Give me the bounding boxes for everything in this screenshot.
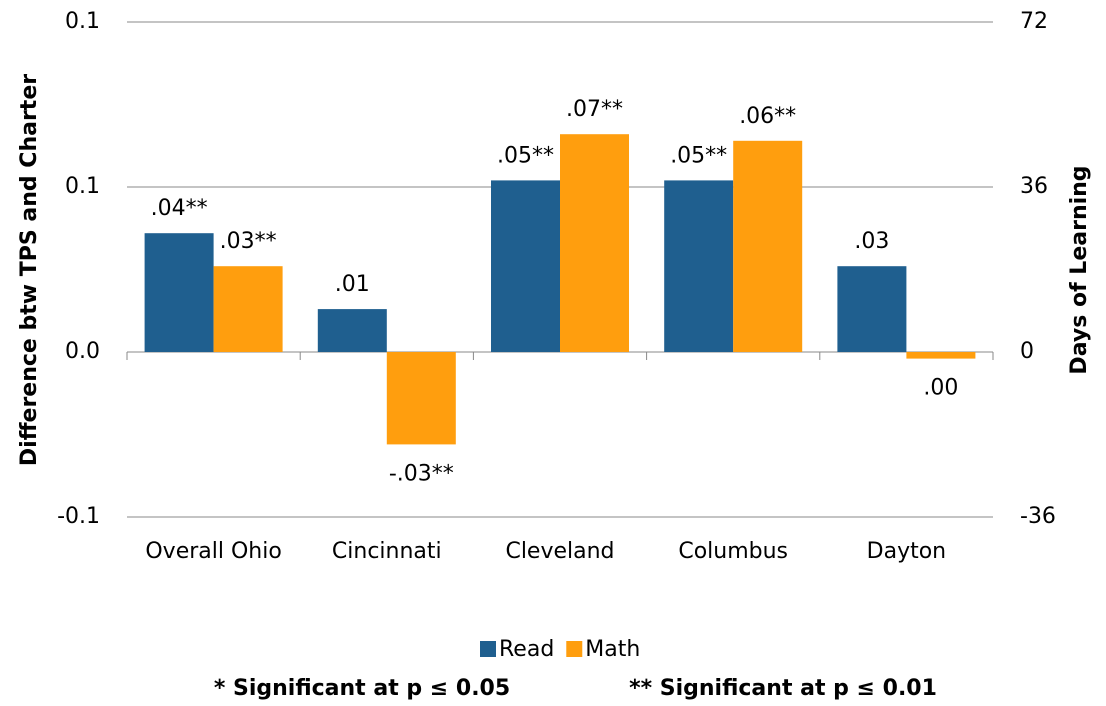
y2-tick-label: 0 [1020, 339, 1034, 364]
y-axis-title: Difference btw TPS and Charter [17, 74, 42, 466]
value-label: .07** [566, 97, 623, 122]
legend-swatch [566, 641, 583, 657]
footnote: ** Significant at p ≤ 0.01 [629, 676, 937, 701]
y-tick-label: 0.0 [65, 339, 100, 364]
bar [491, 180, 560, 352]
value-label: .04** [151, 196, 208, 221]
value-label: .06** [739, 104, 796, 129]
y-tick-label: 0.1 [65, 174, 100, 199]
value-label: .03** [220, 229, 277, 254]
footnote: * Significant at p ≤ 0.05 [214, 676, 510, 701]
y2-tick-label: -36 [1020, 504, 1056, 529]
bar [213, 266, 283, 352]
value-label: .05** [670, 143, 727, 168]
bar [144, 233, 214, 352]
bar [906, 352, 976, 359]
legend-swatch [480, 641, 496, 657]
y-tick-label: -0.1 [57, 504, 100, 529]
value-label: .05** [497, 143, 554, 168]
value-label: .00 [923, 376, 958, 401]
value-label: -.03** [389, 461, 454, 486]
bar [317, 309, 387, 352]
y2-axis-title: Days of Learning [1067, 165, 1092, 374]
x-tick-label: Columbus [678, 539, 788, 564]
bar [560, 134, 629, 352]
x-tick-label: Dayton [867, 539, 946, 564]
bar [386, 352, 456, 445]
y-tick-label: 0.1 [65, 9, 100, 34]
value-label: .01 [335, 272, 370, 297]
x-tick-label: Overall Ohio [145, 539, 281, 564]
legend-label: Math [585, 637, 640, 662]
bar [837, 266, 907, 352]
x-tick-label: Cleveland [505, 539, 614, 564]
bar [733, 140, 803, 352]
bar [664, 180, 734, 352]
y2-tick-label: 36 [1020, 174, 1048, 199]
x-tick-label: Cincinnati [332, 539, 442, 564]
legend-label: Read [499, 637, 554, 662]
value-label: .03 [854, 229, 889, 254]
y2-tick-label: 72 [1020, 9, 1048, 34]
